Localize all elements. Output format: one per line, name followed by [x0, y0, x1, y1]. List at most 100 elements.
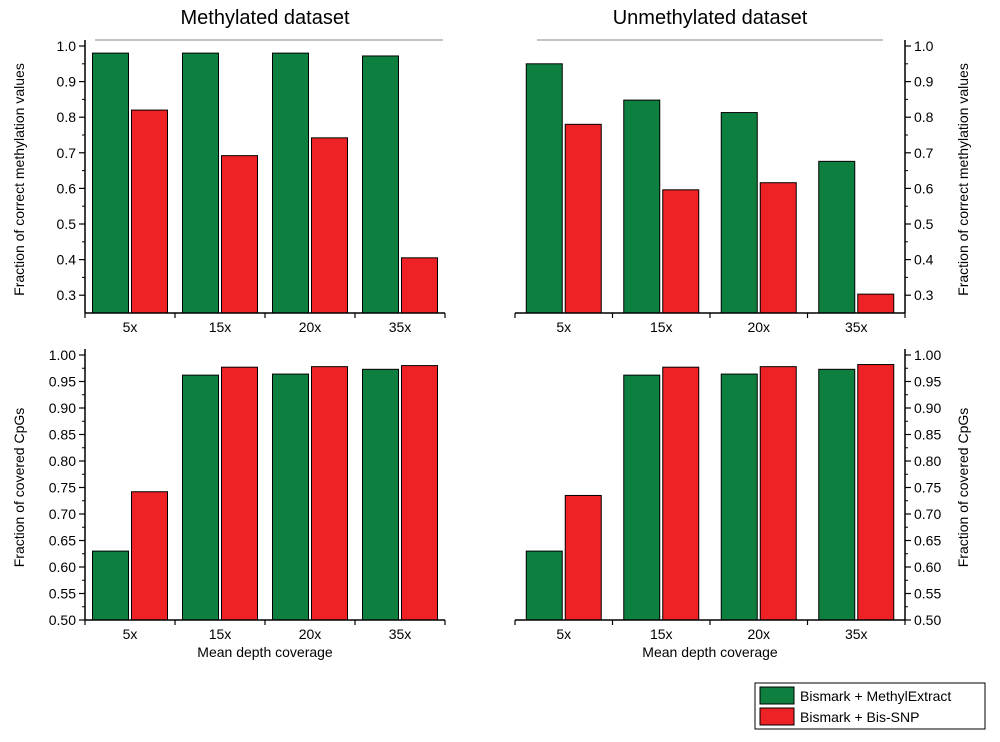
chart-title: Unmethylated dataset [613, 7, 808, 29]
bar-bissnp-20x [759, 366, 797, 621]
y-axis-label: Fraction of correct methylation values [11, 63, 27, 296]
y-tick-label: 0.6 [914, 180, 934, 196]
y-tick-label: 0.70 [914, 506, 941, 522]
bar-methylextract-20x [272, 373, 309, 621]
bar-bissnp-15x [662, 189, 700, 314]
x-tick-label: 15x [209, 319, 232, 335]
y-tick-label: 0.90 [914, 400, 941, 416]
y-tick-label: 0.9 [57, 74, 77, 90]
bar-bissnp-5x [131, 109, 168, 314]
x-tick-label: 15x [650, 626, 673, 642]
bar-bissnp-35x [401, 257, 438, 314]
y-tick-label: 0.75 [49, 480, 76, 496]
legend-label: Bismark + Bis-SNP [800, 709, 919, 725]
y-tick-label: 0.4 [57, 252, 77, 268]
y-tick-label: 0.95 [49, 374, 76, 390]
legend: Bismark + MethylExtract Bismark + Bis-SNP [754, 682, 986, 730]
y-tick-label: 0.50 [49, 612, 76, 628]
x-tick-label: 15x [650, 319, 673, 335]
bar-bissnp-35x [857, 364, 895, 621]
y-tick-label: 0.95 [914, 374, 941, 390]
y-tick-label: 0.80 [49, 453, 76, 469]
x-tick-label: 5x [123, 626, 138, 642]
y-tick-label: 0.6 [57, 180, 77, 196]
bar-methylextract-15x [623, 374, 661, 621]
x-tick-label: 20x [747, 626, 770, 642]
y-tick-label: 0.60 [914, 559, 941, 575]
y-axis-label: Fraction of covered CpGs [955, 408, 971, 568]
x-tick-label: 20x [299, 626, 322, 642]
y-tick-label: 0.8 [57, 109, 77, 125]
y-tick-label: 0.70 [49, 506, 76, 522]
chart-title: Methylated dataset [181, 7, 350, 29]
y-tick-label: 1.0 [57, 38, 77, 54]
y-tick-label: 0.55 [49, 586, 76, 602]
bar-methylextract-5x [525, 63, 563, 314]
x-tick-label: 35x [845, 319, 868, 335]
bar-methylextract-5x [92, 52, 129, 314]
bar-methylextract-5x [92, 550, 129, 621]
bar-bissnp-5x [564, 494, 602, 621]
y-tick-label: 0.85 [49, 427, 76, 443]
bar-bissnp-5x [564, 123, 602, 314]
bar-methylextract-15x [623, 99, 661, 314]
bar-bissnp-20x [311, 366, 348, 621]
bar-methylextract-35x [362, 55, 399, 314]
chart-panel-3: 5x 15x 20x 35x 0.50 0.55 0.60 0.65 0.70 0.75 0.80 0… [11, 347, 446, 660]
y-tick-label: 1.00 [49, 347, 76, 363]
bar-methylextract-35x [818, 160, 856, 314]
x-tick-label: 5x [123, 319, 138, 335]
chart-panel-4: 5x 15x 20x 35x 0.50 0.55 0.60 0.65 0.70 0.75 0.80 0… [514, 347, 971, 660]
bar-methylextract-15x [182, 52, 219, 314]
x-tick-label: 35x [389, 626, 412, 642]
y-tick-label: 0.4 [914, 252, 934, 268]
legend-label: Bismark + MethylExtract [800, 688, 951, 704]
y-tick-label: 0.80 [914, 453, 941, 469]
y-tick-label: 0.5 [57, 216, 77, 232]
legend-swatch [759, 707, 795, 726]
bar-bissnp-35x [857, 293, 895, 314]
y-tick-label: 0.50 [914, 612, 941, 628]
x-tick-label: 5x [556, 626, 571, 642]
x-tick-label: 20x [747, 319, 770, 335]
bar-bissnp-35x [401, 365, 438, 621]
bar-methylextract-35x [818, 368, 856, 621]
bar-bissnp-15x [662, 366, 700, 621]
y-tick-label: 0.7 [57, 145, 77, 161]
bar-methylextract-35x [362, 368, 399, 621]
chart-panel-1: Methylated dataset 5x 15x 20x 35x 0.3 0.4 0.5 0.… [11, 7, 446, 335]
bar-bissnp-15x [221, 155, 258, 314]
bar-methylextract-20x [720, 373, 758, 621]
bar-bissnp-5x [131, 491, 168, 621]
y-tick-label: 0.7 [914, 145, 934, 161]
y-tick-label: 0.9 [914, 74, 934, 90]
bar-bissnp-15x [221, 366, 258, 621]
bar-bissnp-20x [311, 137, 348, 314]
legend-swatch [759, 686, 795, 705]
x-tick-label: 35x [845, 626, 868, 642]
y-tick-label: 0.8 [914, 109, 934, 125]
bar-methylextract-20x [720, 112, 758, 314]
y-tick-label: 0.75 [914, 480, 941, 496]
bar-methylextract-15x [182, 374, 219, 621]
x-tick-label: 20x [299, 319, 322, 335]
y-tick-label: 0.85 [914, 427, 941, 443]
y-tick-label: 0.65 [914, 533, 941, 549]
chart-panel-2: Unmethylated dataset 5x 15x 20x 35x 0.3 0.4 0.5… [514, 7, 971, 335]
x-axis-label: Mean depth coverage [642, 644, 778, 660]
y-tick-label: 0.3 [914, 287, 934, 303]
x-tick-label: 15x [209, 626, 232, 642]
y-tick-label: 0.3 [57, 287, 77, 303]
x-tick-label: 35x [389, 319, 412, 335]
y-axis-label: Fraction of covered CpGs [11, 408, 27, 568]
y-tick-label: 0.65 [49, 533, 76, 549]
y-tick-label: 0.55 [914, 586, 941, 602]
y-tick-label: 0.5 [914, 216, 934, 232]
y-axis-label: Fraction of correct methylation values [955, 63, 971, 296]
y-tick-label: 0.60 [49, 559, 76, 575]
x-axis-label: Mean depth coverage [197, 644, 333, 660]
x-tick-label: 5x [556, 319, 571, 335]
y-tick-label: 1.0 [914, 38, 934, 54]
y-tick-label: 0.90 [49, 400, 76, 416]
